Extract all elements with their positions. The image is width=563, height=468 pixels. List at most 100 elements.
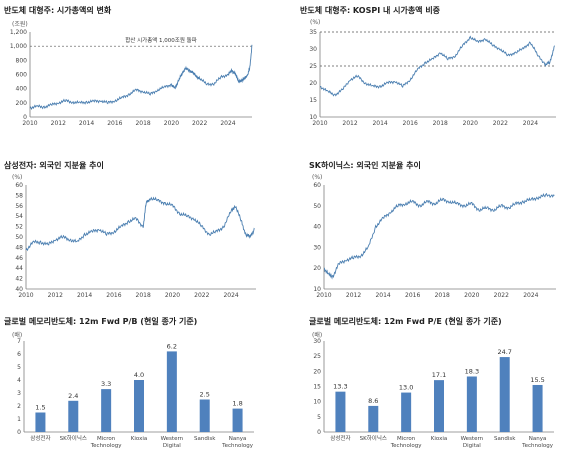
unit-label: (%) — [12, 174, 23, 181]
x-tick-label: 2024 — [220, 120, 235, 127]
category-label: Technology — [90, 443, 123, 449]
y-tick-label: 44 — [15, 265, 23, 272]
bar — [134, 380, 144, 432]
bar — [166, 351, 177, 432]
bar — [401, 392, 412, 432]
category-label: Kioxia — [431, 436, 447, 442]
category-label: Micron — [397, 436, 416, 442]
x-tick-label: 2016 — [403, 120, 418, 127]
y-tick-label: 40 — [15, 286, 23, 293]
bar — [35, 412, 46, 432]
x-tick-label: 2014 — [375, 292, 390, 299]
y-tick-label: 4 — [17, 377, 21, 384]
x-tick-label: 2020 — [463, 120, 478, 127]
category-label: Western — [161, 436, 184, 442]
data-label: 6.2 — [167, 342, 177, 350]
y-tick-label: 0 — [317, 429, 321, 436]
series-line — [25, 196, 255, 252]
data-label: 2.4 — [68, 392, 78, 400]
x-tick-label: 2012 — [346, 292, 361, 299]
series-line — [320, 35, 555, 97]
y-tick-label: 30 — [313, 244, 321, 251]
unit-label: (배) — [12, 332, 23, 339]
y-tick-label: 48 — [15, 244, 23, 251]
category-label: Western — [461, 436, 484, 442]
category-label: Nanya — [529, 436, 547, 442]
y-tick-label: 0 — [23, 114, 27, 121]
y-tick-label: 60 — [313, 182, 321, 189]
bar — [335, 391, 346, 432]
data-label: 2.5 — [200, 391, 210, 399]
y-tick-label: 50 — [15, 234, 23, 241]
data-label: 4.0 — [134, 371, 144, 379]
x-tick-label: 2012 — [51, 120, 66, 127]
x-tick-label: 2018 — [435, 292, 450, 299]
y-tick-label: 6 — [17, 351, 21, 358]
unit-label: (%) — [310, 19, 321, 26]
bar — [499, 357, 510, 432]
chart-title: 글로벌 메모리반도체: 12m Fwd P/E (현일 종가 기준) — [309, 317, 502, 326]
x-tick-label: 2010 — [22, 120, 37, 127]
chart-title: 반도체 대형주: KOSPI 내 시가총액 비중 — [300, 6, 441, 15]
y-tick-label: 35 — [309, 29, 317, 36]
y-tick-label: 46 — [15, 255, 23, 262]
unit-label: (%) — [312, 174, 323, 181]
category-label: Technology — [521, 443, 554, 449]
x-tick-label: 2016 — [107, 120, 122, 127]
chart-title: 글로벌 메모리반도체: 12m Fwd P/B (현일 종가 기준) — [4, 317, 198, 326]
series-line — [29, 44, 253, 110]
unit-label: (배) — [312, 332, 323, 339]
y-tick-label: 2 — [17, 403, 21, 410]
y-tick-label: 58 — [15, 192, 23, 199]
data-label: 13.0 — [399, 384, 413, 392]
y-tick-label: 50 — [313, 203, 321, 210]
chart-title: 삼성전자: 외국인 지분율 추이 — [4, 161, 104, 170]
bar — [232, 408, 243, 432]
y-tick-label: 7 — [17, 338, 21, 345]
y-tick-label: 54 — [15, 213, 23, 220]
x-tick-label: 2022 — [493, 120, 508, 127]
y-tick-label: 15 — [313, 384, 321, 391]
bar — [68, 400, 79, 432]
unit-label: (조원) — [12, 21, 28, 28]
y-tick-label: 20 — [309, 80, 317, 87]
category-label: SK하이닉스 — [60, 434, 87, 442]
x-tick-label: 2014 — [372, 120, 387, 127]
x-tick-label: 2018 — [135, 120, 150, 127]
chart-title: 반도체 대형주: 시가총액의 변화 — [4, 6, 112, 15]
x-tick-label: 2012 — [48, 292, 63, 299]
x-tick-label: 2024 — [223, 292, 238, 299]
category-label: Technology — [221, 443, 254, 449]
x-tick-label: 2022 — [494, 292, 509, 299]
y-tick-label: 0 — [17, 429, 21, 436]
data-label: 1.5 — [35, 404, 45, 412]
annotation-label: 합산 시가총액 1,000조원 돌파 — [125, 36, 197, 44]
y-tick-label: 20 — [313, 368, 321, 375]
x-tick-label: 2020 — [164, 120, 179, 127]
series-line — [323, 192, 555, 280]
category-label: SK하이닉스 — [360, 434, 387, 442]
data-label: 24.7 — [497, 348, 511, 356]
bar — [434, 380, 444, 432]
y-tick-label: 3 — [17, 390, 21, 397]
category-label: Digital — [463, 443, 481, 449]
y-tick-label: 10 — [313, 399, 321, 406]
y-tick-label: 15 — [309, 97, 317, 104]
x-tick-label: 2022 — [194, 292, 209, 299]
category-label: Nanya — [229, 436, 247, 442]
bar — [199, 399, 210, 432]
category-label: 삼성전자 — [30, 434, 50, 442]
x-tick-label: 2022 — [192, 120, 207, 127]
x-tick-label: 2016 — [405, 292, 420, 299]
x-tick-label: 2020 — [464, 292, 479, 299]
y-tick-label: 25 — [309, 63, 317, 70]
category-label: Sandisk — [194, 436, 216, 442]
y-tick-label: 30 — [309, 46, 317, 53]
x-tick-label: 2018 — [433, 120, 448, 127]
data-label: 8.6 — [368, 397, 378, 405]
